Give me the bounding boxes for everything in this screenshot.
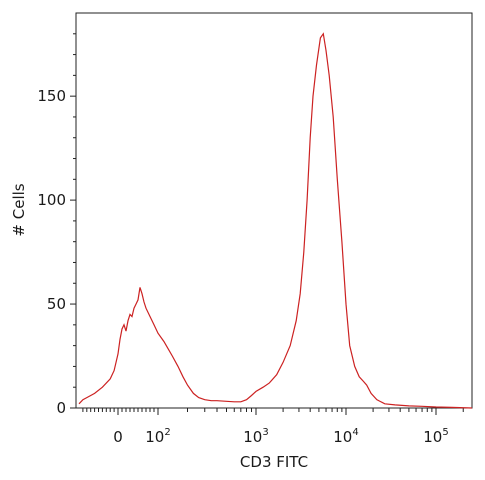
y-tick-label: 50 xyxy=(47,295,66,313)
y-axis: 0 50 100 150 xyxy=(37,33,76,417)
histogram-line xyxy=(78,32,473,409)
plot-frame xyxy=(75,12,473,409)
x-tick-label: 103 xyxy=(243,427,268,446)
y-tick-label: 100 xyxy=(37,191,66,209)
y-tick-label: 150 xyxy=(37,87,66,105)
x-tick-label: 104 xyxy=(333,427,358,446)
y-axis-title: # Cells xyxy=(10,183,28,236)
x-tick-label: 105 xyxy=(423,427,448,446)
x-axis-title: CD3 FITC xyxy=(240,453,308,471)
y-tick-label: 0 xyxy=(56,399,66,417)
x-axis: 0 102 103 104 105 xyxy=(82,408,464,446)
x-tick-label: 102 xyxy=(145,427,170,446)
x-tick-label: 0 xyxy=(113,428,123,446)
